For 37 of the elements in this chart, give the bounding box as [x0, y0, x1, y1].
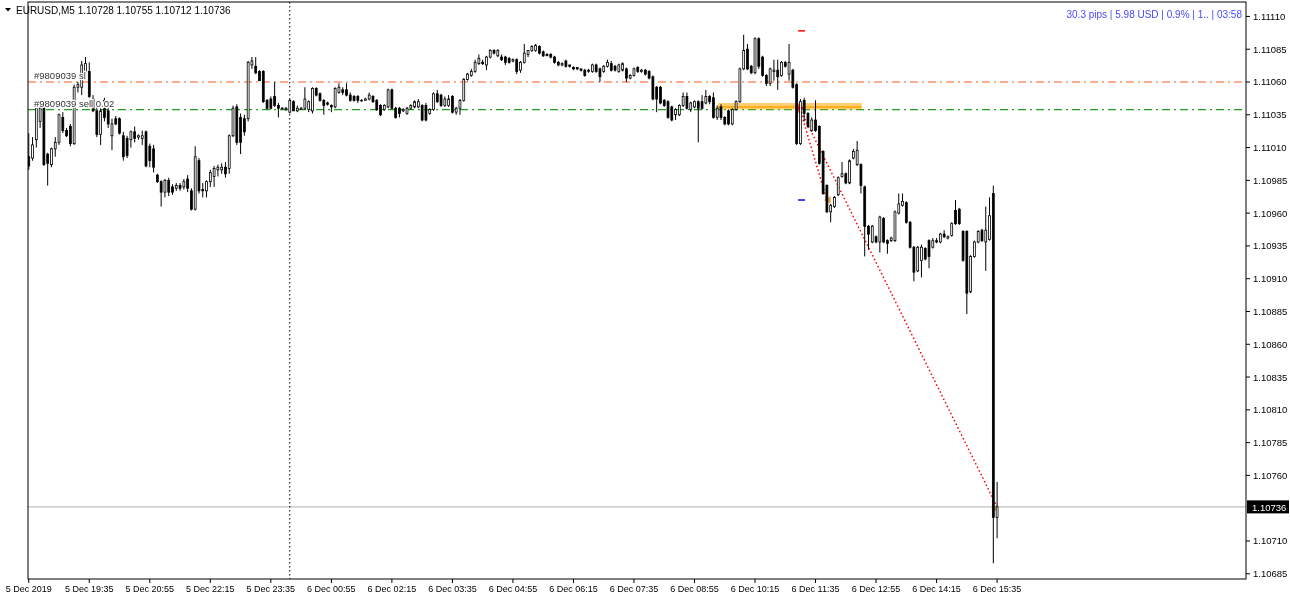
y-tick-label: 1.10810	[1253, 404, 1288, 416]
chart-title: EURUSD,M5 1.10728 1.10755 1.10712 1.10736	[16, 5, 232, 16]
x-tick-label: 5 Dec 23:35	[246, 584, 296, 594]
x-tick-label: 5 Dec 22:15	[186, 584, 235, 594]
x-tick-label: 6 Dec 14:15	[912, 584, 961, 594]
annotation: 30.3 pips | 5.98 USD | 0.9% | 1.. | 03:58	[1066, 9, 1243, 20]
x-tick-label: 6 Dec 00:55	[307, 584, 356, 594]
y-tick-label: 1.10910	[1253, 273, 1288, 285]
x-tick-label: 6 Dec 03:35	[428, 584, 477, 594]
y-tick-label: 1.10885	[1253, 305, 1288, 317]
x-tick-label: 6 Dec 08:55	[670, 584, 719, 594]
y-tick-label: 1.11035	[1253, 109, 1287, 121]
y-tick-label: 1.10960	[1253, 207, 1288, 219]
x-tick-label: 6 Dec 15:35	[972, 584, 1022, 594]
x-tick-label: 6 Dec 07:35	[609, 584, 659, 594]
x-tick-label: 6 Dec 02:15	[367, 584, 417, 594]
y-tick-label: 1.11060	[1253, 76, 1287, 88]
y-tick-label: 1.10835	[1253, 371, 1288, 383]
y-tick-label: 1.10685	[1253, 568, 1288, 580]
y-tick-label: 1.10935	[1253, 240, 1288, 252]
y-tick-label: 1.11085	[1253, 43, 1287, 55]
y-tick-label: 1.10860	[1253, 338, 1288, 350]
x-tick-label: 6 Dec 11:35	[791, 584, 840, 594]
x-tick-label: 6 Dec 10:15	[730, 584, 780, 594]
ref-line-label: 1.10736	[1252, 501, 1287, 513]
y-tick-label: 1.10785	[1253, 437, 1288, 449]
x-tick-label: 5 Dec 20:55	[125, 584, 175, 594]
y-tick-label: 1.11010	[1253, 142, 1287, 154]
y-tick-label: 1.10985	[1253, 174, 1288, 186]
y-tick-label: 1.10760	[1253, 469, 1288, 481]
x-tick-label: 6 Dec 04:55	[488, 584, 538, 594]
y-tick-label: 1.10710	[1253, 535, 1288, 547]
x-tick-label: 5 Dec 2019	[5, 584, 52, 594]
y-tick-label: 1.11110	[1253, 10, 1286, 22]
x-tick-label: 6 Dec 12:55	[851, 584, 901, 594]
x-tick-label: 5 Dec 19:35	[65, 584, 114, 594]
x-tick-label: 6 Dec 06:15	[549, 584, 598, 594]
